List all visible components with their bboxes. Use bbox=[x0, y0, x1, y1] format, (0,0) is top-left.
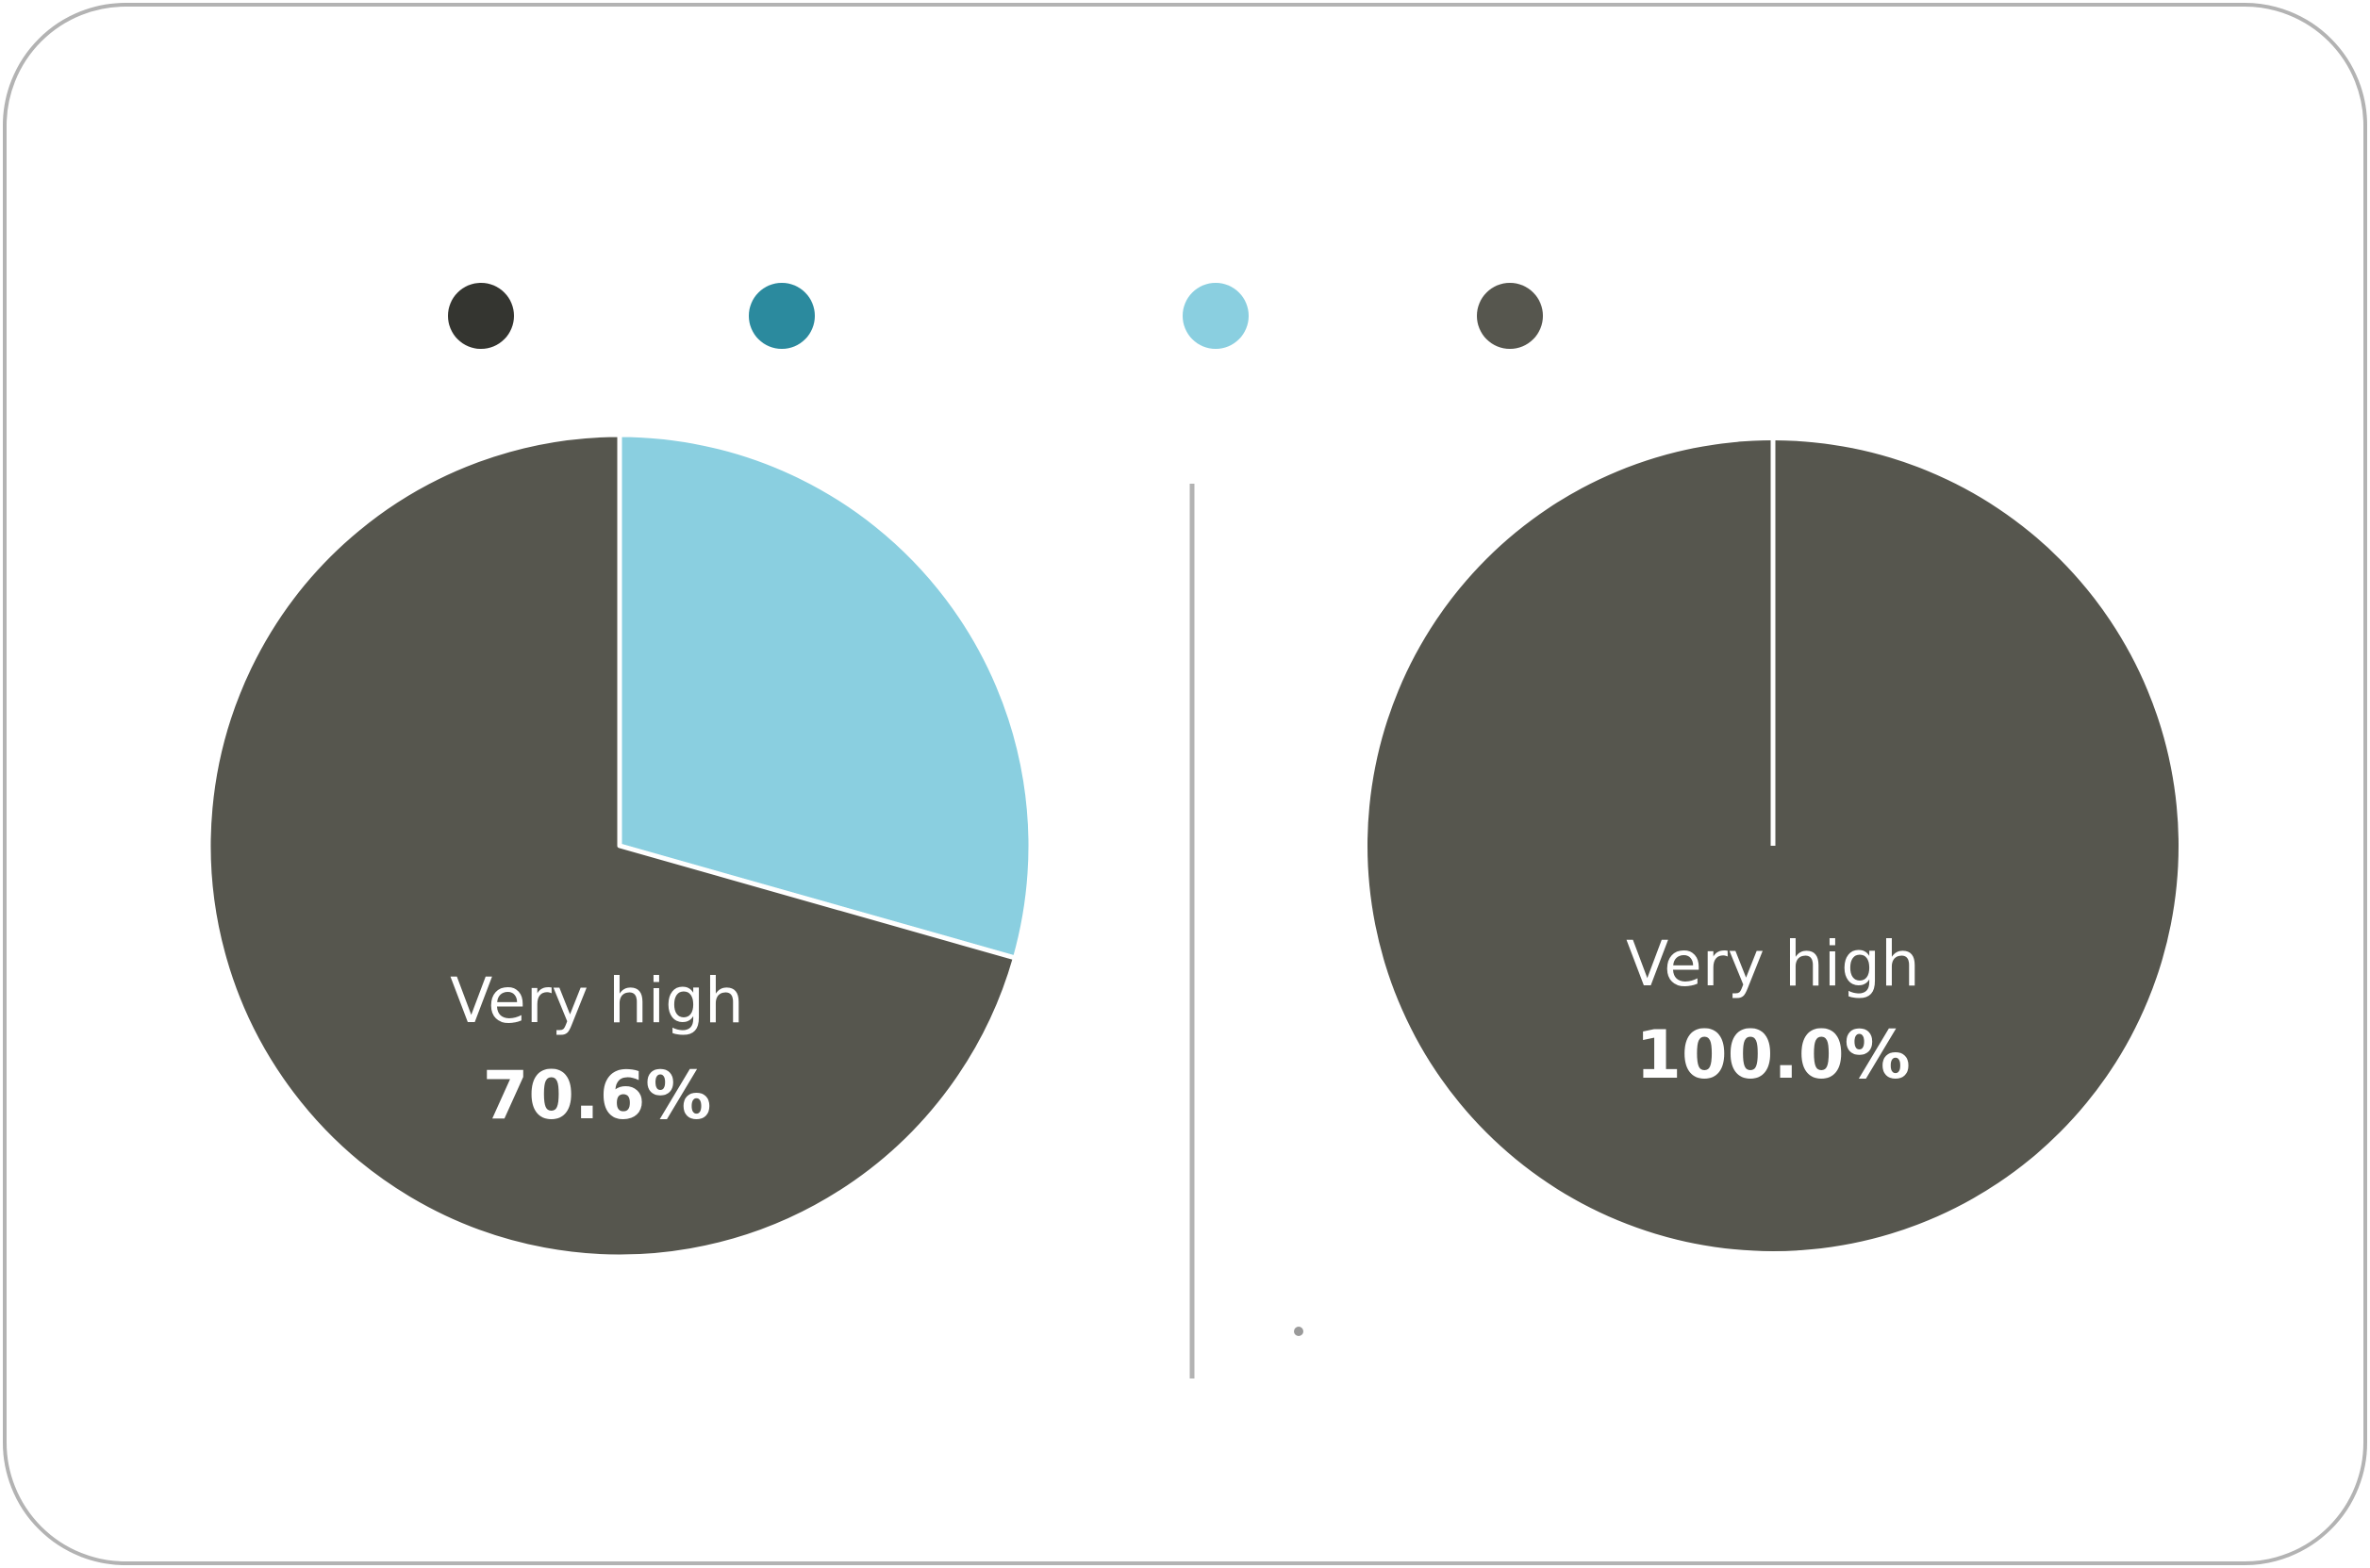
legend-dot bbox=[1477, 283, 1543, 349]
legend-dot bbox=[749, 283, 815, 349]
legend-dot bbox=[448, 283, 514, 349]
slice-value-label: 70.6% bbox=[483, 1057, 712, 1134]
pie-slice bbox=[206, 432, 1018, 1260]
pie-slice bbox=[617, 432, 1034, 961]
legend-dot bbox=[1183, 283, 1249, 349]
dot bbox=[1294, 1327, 1303, 1336]
slice-label: Very high bbox=[1626, 928, 1920, 1000]
slice-value-label: 100.0% bbox=[1635, 1016, 1911, 1094]
slice-label: Very high bbox=[450, 965, 744, 1037]
